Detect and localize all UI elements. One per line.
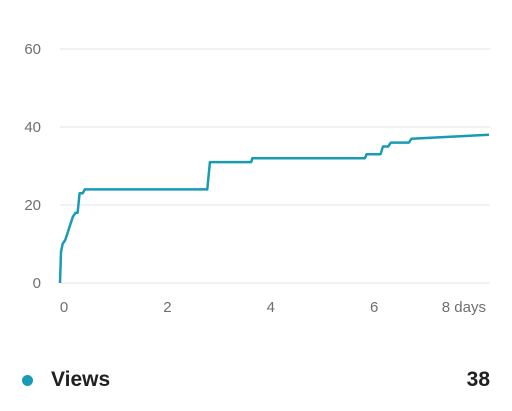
legend-series-total: 38: [466, 368, 490, 391]
y-axis-tick-labels: 0 20 40 60: [24, 41, 41, 292]
series-lines: [58, 133, 490, 284]
views-legend-dot: [22, 374, 33, 386]
x-tick-label: 4: [267, 299, 275, 316]
x-axis-tick-labels: 0 2 4 6 8 days: [60, 299, 486, 316]
x-tick-label: 8 days: [442, 299, 486, 316]
y-tick-label: 0: [33, 275, 41, 292]
x-tick-label: 0: [60, 299, 68, 316]
series-line-views: [58, 133, 490, 284]
gridlines: [60, 48, 490, 284]
y-tick-label: 20: [24, 197, 41, 214]
legend: Views 38: [22, 364, 490, 396]
legend-series-name: Views: [51, 368, 111, 391]
y-tick-label: 40: [24, 119, 41, 136]
x-tick-label: 2: [163, 299, 171, 316]
x-tick-label: 6: [370, 299, 378, 316]
y-tick-label: 60: [24, 41, 41, 58]
views-line-chart: 0 20 40 60 0 2 4 6 8 days: [24, 41, 490, 316]
